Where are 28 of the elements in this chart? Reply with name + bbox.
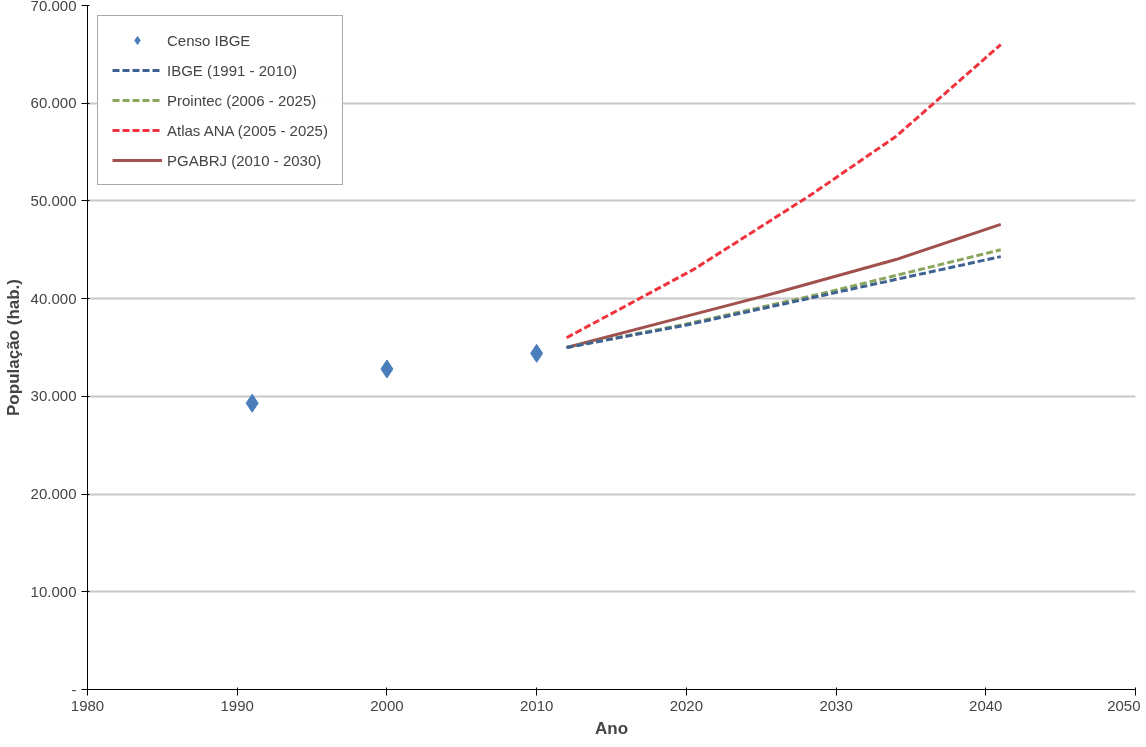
legend-label: Atlas ANA (2005 - 2025)	[167, 121, 328, 139]
y-tick-label: 70.000	[30, 0, 77, 14]
point	[380, 359, 394, 379]
x-tick-label: 1990	[220, 696, 254, 714]
y-tick-label: -	[71, 680, 77, 698]
x-tick-label: 2040	[969, 696, 1003, 714]
y-tick-label: 20.000	[30, 485, 77, 503]
legend-label: Prointec (2006 - 2025)	[167, 91, 317, 109]
line-series	[565, 222, 1003, 349]
y-tick-label: 60.000	[30, 94, 77, 112]
y-tick-label: 30.000	[30, 387, 77, 405]
x-tick-label: 2050	[1107, 696, 1141, 714]
x-tick-label: 2000	[370, 696, 404, 714]
y-tick-label: 10.000	[30, 582, 77, 600]
x-axis-title: Ano	[594, 718, 629, 738]
y-axis-title: População (hab.)	[3, 279, 23, 416]
point	[245, 393, 259, 413]
point	[530, 343, 544, 363]
legend-label: IBGE (1991 - 2010)	[167, 61, 298, 79]
y-tick-label: 40.000	[30, 289, 77, 307]
x-tick-label: 2020	[669, 696, 704, 714]
x-tick-label: 2030	[819, 696, 853, 714]
x-tick-label: 1980	[70, 696, 105, 714]
line-series	[565, 43, 1003, 340]
legend-label: Censo IBGE	[167, 31, 251, 49]
y-tick-label: 50.000	[30, 191, 77, 209]
x-tick-label: 2010	[519, 696, 554, 714]
legend-label: PGABRJ (2010 - 2030)	[167, 151, 322, 169]
